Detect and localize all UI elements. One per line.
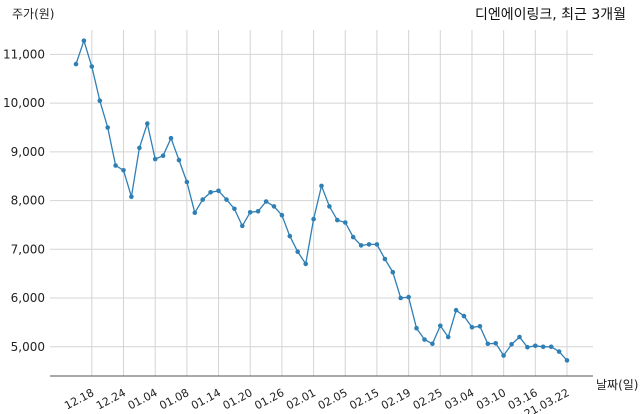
data-point	[517, 334, 522, 340]
data-point	[113, 163, 118, 168]
data-point	[374, 242, 380, 247]
data-point	[382, 256, 388, 262]
x-tick-label: 03.10	[474, 386, 508, 412]
data-point	[311, 216, 316, 222]
y-tick-label: 7,000	[11, 242, 45, 256]
data-point	[343, 220, 348, 225]
data-point	[216, 188, 221, 194]
data-point	[493, 341, 499, 346]
data-point	[255, 209, 261, 214]
data-point	[406, 294, 411, 300]
x-tick-label: 02.19	[379, 386, 413, 412]
data-point	[81, 38, 87, 43]
data-point	[358, 243, 364, 248]
data-point	[327, 204, 332, 209]
data-point	[501, 353, 506, 358]
y-tick-labels: 5,000 6,000 7,000 8,000 9,000 10,000 11,000	[3, 47, 45, 353]
data-point	[485, 341, 491, 347]
x-tick-label: 01.14	[189, 386, 223, 412]
data-point	[152, 156, 158, 162]
data-point	[240, 223, 245, 229]
data-point	[335, 217, 340, 223]
data-point	[97, 98, 103, 103]
x-tick-label: 12.18	[62, 386, 96, 412]
data-point	[303, 261, 309, 267]
data-point	[121, 168, 126, 173]
data-point	[89, 64, 95, 69]
x-tick-label: 01.08	[157, 386, 191, 412]
data-point	[469, 325, 475, 330]
data-point	[200, 197, 205, 202]
data-point	[287, 233, 293, 239]
x-tick-label: 02.25	[411, 386, 445, 412]
data-point	[509, 342, 514, 347]
data-point	[176, 157, 182, 163]
data-point	[556, 349, 562, 354]
data-point	[525, 344, 530, 350]
data-point	[430, 341, 435, 347]
data-point	[184, 179, 190, 185]
y-tick-label: 10,000	[3, 96, 45, 110]
data-point	[533, 343, 538, 349]
x-tick-label: 12.24	[94, 386, 128, 412]
grid-layer	[50, 30, 593, 376]
data-point	[414, 325, 419, 331]
data-point	[232, 206, 237, 212]
data-point	[350, 234, 356, 240]
x-tick-label: 01.26	[252, 386, 286, 412]
data-point	[564, 358, 570, 363]
data-point	[168, 135, 174, 141]
data-point	[224, 197, 229, 202]
data-point	[192, 210, 198, 215]
y-tick-label: 9,000	[11, 145, 45, 159]
data-point	[160, 153, 166, 158]
data-point	[105, 125, 110, 130]
data-point	[263, 199, 269, 204]
data-point	[540, 344, 546, 350]
x-axis-label: 날짜(일)	[596, 378, 638, 392]
y-tick-label: 8,000	[11, 194, 45, 208]
data-point	[477, 324, 483, 329]
data-point	[295, 249, 301, 254]
y-tick-label: 5,000	[11, 340, 45, 354]
data-point	[319, 183, 324, 189]
data-point	[366, 242, 372, 247]
data-point	[247, 210, 253, 215]
x-tick-label: 02.15	[347, 386, 381, 412]
chart-title: 디엔에이링크, 최근 3개월	[475, 7, 626, 23]
data-point	[445, 334, 451, 340]
data-point	[398, 295, 404, 301]
data-point	[422, 337, 427, 342]
price-points	[73, 38, 570, 363]
data-point	[548, 344, 554, 350]
x-tick-label: 01.20	[221, 386, 255, 412]
data-point	[73, 61, 79, 67]
x-tick-label: 02.01	[284, 386, 318, 412]
data-point	[438, 323, 443, 329]
y-tick-label: 6,000	[11, 291, 45, 305]
x-tick-label: 03.04	[442, 386, 476, 412]
x-tick-label: 01.04	[126, 386, 160, 412]
x-tick-label: 02.05	[316, 386, 350, 412]
x-tick-labels: 12.1812.2401.0401.0801.1401.2001.2602.01…	[62, 386, 571, 414]
data-point	[129, 194, 134, 199]
data-point	[137, 145, 142, 151]
data-point	[208, 190, 213, 195]
data-point	[271, 204, 277, 209]
y-tick-label: 11,000	[3, 47, 45, 61]
data-point	[390, 269, 396, 275]
data-point	[145, 121, 150, 126]
data-point	[461, 313, 467, 319]
data-point	[453, 307, 459, 313]
y-axis-label: 주가(원)	[12, 7, 54, 21]
data-point	[279, 212, 285, 218]
